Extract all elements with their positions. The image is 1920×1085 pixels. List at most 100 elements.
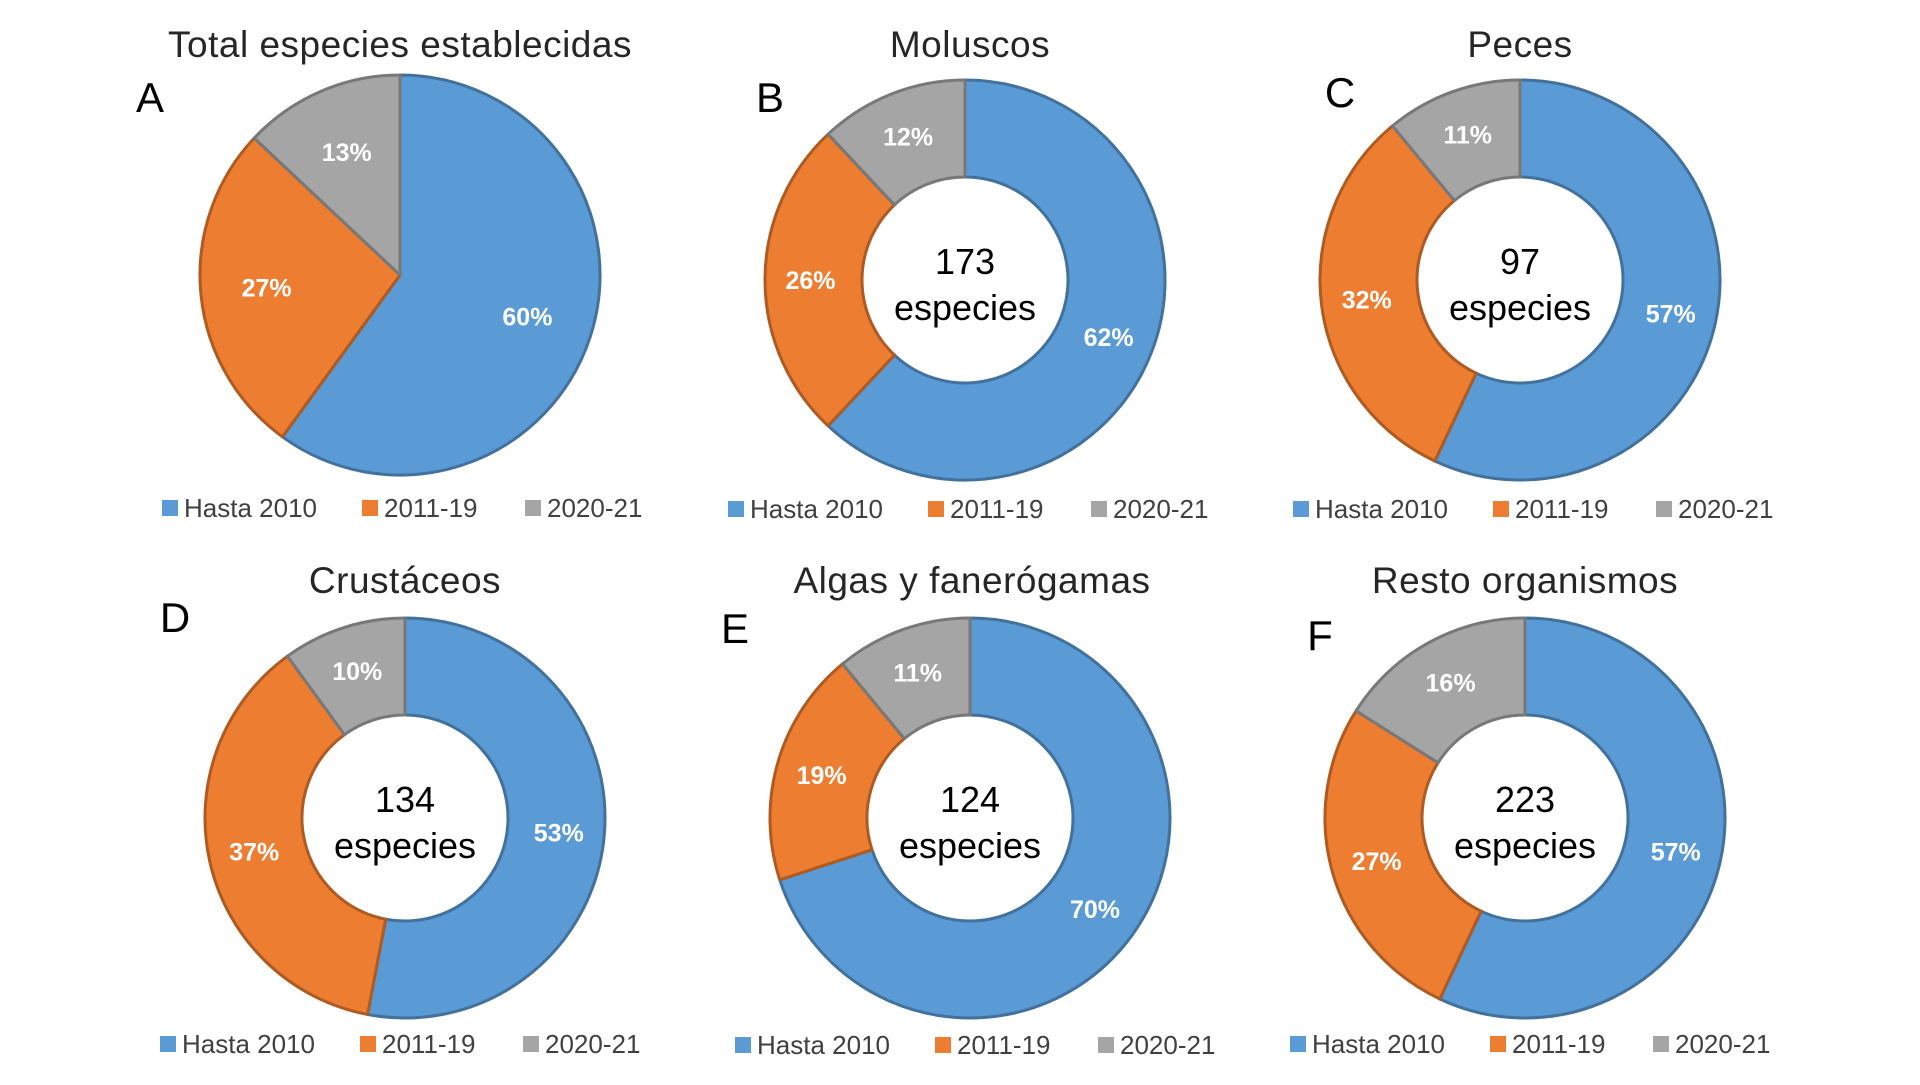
legend-label: 2011-19 bbox=[1512, 1029, 1606, 1059]
pie-slice bbox=[252, 73, 402, 279]
data-label: 27% bbox=[242, 275, 292, 303]
panel-letter: A bbox=[136, 74, 164, 121]
pie-slice bbox=[777, 616, 1172, 1020]
legend: Hasta 2010 2011-19 2020-21 bbox=[160, 1029, 640, 1059]
legend-swatch bbox=[1490, 1036, 1506, 1052]
panel-letter: C bbox=[1325, 69, 1355, 116]
data-label: 11% bbox=[1443, 122, 1492, 150]
chart-title: Resto organismos bbox=[1372, 560, 1678, 601]
chart-title: Algas y fanerógamas bbox=[793, 560, 1150, 601]
data-label: 57% bbox=[1651, 839, 1701, 867]
legend-label: 2020-21 bbox=[1120, 1030, 1215, 1060]
pie-slice bbox=[1318, 123, 1479, 463]
legend-swatch bbox=[1091, 501, 1107, 517]
legend-label: 2011-19 bbox=[382, 1029, 476, 1059]
legend-swatch bbox=[525, 500, 541, 516]
pie-slice bbox=[825, 78, 1167, 482]
data-label: 11% bbox=[893, 660, 942, 688]
center-count: 173 bbox=[935, 241, 995, 282]
panel-letter: B bbox=[756, 74, 784, 121]
center-unit: especies bbox=[334, 825, 476, 866]
pie-slice bbox=[203, 654, 388, 1017]
legend-label: 2020-21 bbox=[1113, 494, 1208, 524]
legend-swatch bbox=[728, 501, 744, 517]
chart-panel-d: Crustáceos D 53% 37% 10% 134 especies Hasta 201… bbox=[160, 560, 641, 1059]
center-count: 124 bbox=[940, 779, 1000, 820]
data-label: 27% bbox=[1352, 848, 1402, 876]
legend-swatch bbox=[160, 1036, 176, 1052]
legend-swatch bbox=[1653, 1036, 1669, 1052]
data-label: 16% bbox=[1426, 670, 1476, 698]
chart-title: Peces bbox=[1467, 24, 1572, 65]
center-count: 134 bbox=[375, 779, 435, 820]
chart-panel-c: Peces C 57% 32% 11% 97 especies Hasta 2010 2011-… bbox=[1293, 24, 1773, 524]
panel-letter: E bbox=[721, 605, 749, 652]
data-label: 57% bbox=[1646, 301, 1696, 329]
center-unit: especies bbox=[1449, 287, 1591, 328]
data-label: 32% bbox=[1342, 286, 1392, 314]
data-label: 37% bbox=[229, 839, 279, 867]
data-label: 70% bbox=[1070, 896, 1120, 924]
legend-label: 2020-21 bbox=[547, 493, 642, 523]
pie-slice bbox=[285, 616, 407, 737]
pie-slice bbox=[280, 73, 602, 477]
pie-slice bbox=[1354, 616, 1527, 765]
legend-label: 2011-19 bbox=[384, 493, 478, 523]
pie-slice bbox=[763, 132, 897, 428]
legend-swatch bbox=[523, 1036, 539, 1052]
chart-title: Moluscos bbox=[890, 24, 1050, 65]
pie-slice bbox=[840, 616, 972, 741]
legend-swatch bbox=[935, 1037, 951, 1053]
legend: Hasta 2010 2011-19 2020-21 bbox=[735, 1030, 1215, 1060]
center-count: 223 bbox=[1495, 779, 1555, 820]
chart-title: Crustáceos bbox=[309, 560, 501, 601]
legend-swatch bbox=[1493, 501, 1509, 517]
legend-swatch bbox=[735, 1037, 751, 1053]
pie-slice bbox=[768, 661, 907, 882]
legend-swatch bbox=[928, 501, 944, 517]
pie-slice bbox=[825, 78, 967, 208]
data-label: 26% bbox=[785, 267, 835, 295]
legend: Hasta 2010 2011-19 2020-21 bbox=[1290, 1029, 1770, 1059]
pie-slice bbox=[1390, 78, 1522, 203]
legend-swatch bbox=[1290, 1036, 1306, 1052]
panel-letter: D bbox=[160, 594, 190, 641]
chart-panel-f: Resto organismos F 57% 27% 16% 223 especies Has… bbox=[1290, 560, 1770, 1059]
chart-title: Total especies establecidas bbox=[168, 24, 632, 65]
pie-slice bbox=[365, 616, 607, 1020]
legend-swatch bbox=[362, 500, 378, 516]
data-label: 60% bbox=[502, 303, 552, 331]
pie-slice bbox=[1432, 78, 1722, 482]
legend-label: 2011-19 bbox=[957, 1030, 1051, 1060]
legend-label: Hasta 2010 bbox=[182, 1029, 315, 1059]
legend-label: Hasta 2010 bbox=[757, 1030, 890, 1060]
pie-slice bbox=[198, 135, 402, 439]
legend-label: 2020-21 bbox=[545, 1029, 640, 1059]
data-label: 19% bbox=[797, 762, 847, 790]
legend-label: Hasta 2010 bbox=[184, 493, 317, 523]
legend-swatch bbox=[1656, 501, 1672, 517]
legend-label: 2020-21 bbox=[1678, 494, 1773, 524]
chart-panel-e: Algas y fanerógamas E 70% 19% 11% 124 especies… bbox=[721, 560, 1215, 1060]
legend-label: Hasta 2010 bbox=[1312, 1029, 1445, 1059]
data-label: 53% bbox=[534, 820, 584, 848]
data-label: 13% bbox=[322, 139, 372, 167]
center-unit: especies bbox=[894, 287, 1036, 328]
legend-swatch bbox=[1293, 501, 1309, 517]
legend-label: 2011-19 bbox=[1515, 494, 1609, 524]
panel-letter: F bbox=[1307, 612, 1333, 659]
legend-label: Hasta 2010 bbox=[750, 494, 883, 524]
chart-panel-b: Moluscos B 62% 26% 12% 173 especies Hasta 2010 2… bbox=[728, 24, 1208, 524]
legend-swatch bbox=[162, 500, 178, 516]
data-label: 12% bbox=[883, 123, 933, 151]
legend-label: 2011-19 bbox=[950, 494, 1044, 524]
legend-swatch bbox=[360, 1036, 376, 1052]
center-unit: especies bbox=[899, 825, 1041, 866]
data-label: 10% bbox=[332, 658, 382, 686]
legend: Hasta 2010 2011-19 2020-21 bbox=[1293, 494, 1773, 524]
data-label: 62% bbox=[1084, 324, 1134, 352]
center-count: 97 bbox=[1500, 241, 1540, 282]
